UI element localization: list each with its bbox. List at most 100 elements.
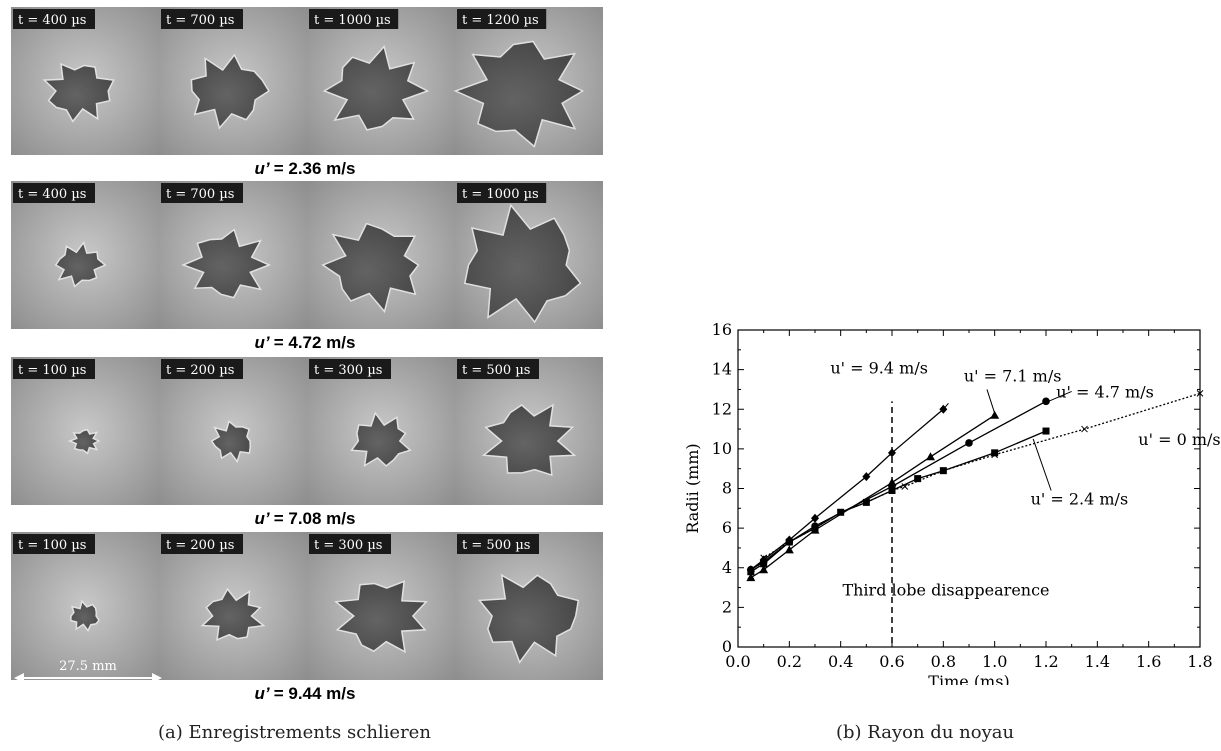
y-tick-label: 4 [722,558,732,577]
flame-kernel [321,222,420,314]
time-label: t = 300 µs [314,363,382,378]
flame-kernel [453,40,585,148]
x-tick-label: 1.2 [1033,652,1058,671]
y-tick-label: 16 [712,320,732,339]
series-label: u' = 7.1 m/s [964,367,1062,386]
x-tick-label: 0.4 [828,652,853,671]
flame-kernel [67,428,101,455]
schlieren-frame: t = 400 µs [11,7,159,155]
time-label-box [457,534,539,554]
u-prime-value: = 7.08 m/s [274,509,356,528]
flame-kernel [333,580,428,654]
time-label-box [309,359,391,379]
schlieren-frame: t = 700 µs [159,7,307,155]
u-prime-value: = 4.72 m/s [274,333,356,352]
data-point [746,565,755,575]
y-tick-label: 0 [722,637,732,656]
data-point [1196,390,1204,397]
time-label-box [161,9,243,29]
data-point [965,439,973,447]
y-tick-label: 8 [722,479,732,498]
schlieren-frame: t = 700 µs [159,181,307,329]
series-line [750,430,1047,573]
schlieren-frame: t = 500 µs [455,357,603,505]
third-lobe-label: Third lobe disappearence [842,580,1049,599]
scale-arrow-left [14,673,24,683]
data-point [901,483,909,490]
u-prime-symbol: u’ [255,333,274,352]
data-point [914,475,922,483]
y-axis-label: Radii (mm) [683,443,702,533]
x-tick-label: 1.4 [1085,652,1110,671]
schlieren-panel: t = 400 µs t = 700 µs t = 1000 µs t = 1200 … [11,7,603,703]
time-label: t = 1000 µs [314,13,391,28]
series-label: u' = 2.4 m/s [1031,489,1129,508]
series-label-pointer [986,389,996,414]
schlieren-frame: t = 300 µs [307,532,455,680]
schlieren-frame: t = 500 µs [455,532,603,680]
data-point [784,545,794,554]
data-point [862,498,870,506]
data-point [746,573,756,582]
y-tick-label: 2 [722,597,732,616]
flame-kernel [200,587,266,641]
data-point [811,513,819,523]
y-tick-label: 14 [712,360,732,379]
x-tick-label: 1.8 [1187,652,1212,671]
time-label-box [457,183,547,203]
scale-arrow-right [152,673,162,683]
time-label-box [13,359,95,379]
time-label-box [309,9,399,29]
series-label-pointer [1048,390,1072,402]
flame-kernel [481,403,577,477]
x-tick-label: 0.8 [931,652,956,671]
time-label-box [309,534,391,554]
time-label: t = 400 µs [18,13,86,28]
schlieren-frame: t = 1000 µs [307,7,455,155]
u-prime-symbol: u’ [255,684,274,703]
series [746,410,1000,582]
x-tick-label: 1.6 [1136,652,1161,671]
time-label-box [457,9,547,29]
caption-b: (b) Rayon du noyau [836,722,1015,743]
time-label: t = 300 µs [314,538,382,553]
data-point [1081,425,1088,433]
data-point [862,472,871,482]
schlieren-frame: t = 200 µs [159,357,307,505]
u-prime-symbol: u’ [255,509,274,528]
schlieren-frame [307,181,455,329]
x-tick-label: 0.6 [879,652,904,671]
flame-kernel [322,45,430,131]
u-prime-label: u’ = 7.08 m/s [255,509,356,528]
data-point [887,478,897,487]
caption-a: (a) Enregistrements schlieren [158,722,431,743]
data-point [990,410,1000,419]
series-label: u' = 4.7 m/s [1056,382,1154,401]
u-prime-label: u’ = 9.44 m/s [255,684,356,703]
x-tick-label: 1.0 [982,652,1007,671]
series-label-pointer [1032,438,1052,491]
series-label-pointer [942,402,949,410]
x-tick-label: 0.2 [777,652,802,671]
data-point [810,525,820,534]
time-label-box [457,359,539,379]
schlieren-frame: t = 1200 µs [453,7,603,155]
y-tick-label: 10 [712,439,732,458]
data-point [785,535,794,545]
time-label: t = 1200 µs [462,13,539,28]
radius-chart: 0.0 0.2 0.4 0.6 0.8 1.0 1.2 1.4 1.6 1.8 0 2 4 6 8 10 12 1… [683,320,1221,685]
data-point [1042,397,1050,406]
u-prime-value: = 2.36 m/s [274,159,356,178]
series-line [750,400,1047,571]
flame-kernel [70,599,100,632]
flame-kernel [463,203,582,324]
data-point [759,555,768,565]
u-prime-value: = 9.44 m/s [274,684,356,703]
time-label: t = 100 µs [18,538,86,553]
u-prime-label: u’ = 4.72 m/s [255,333,356,352]
flame-kernel [42,62,115,123]
schlieren-frame: t = 100 µs [11,532,159,680]
data-point [926,452,935,461]
u-prime-symbol: u’ [255,159,274,178]
time-label: t = 1000 µs [462,187,539,202]
